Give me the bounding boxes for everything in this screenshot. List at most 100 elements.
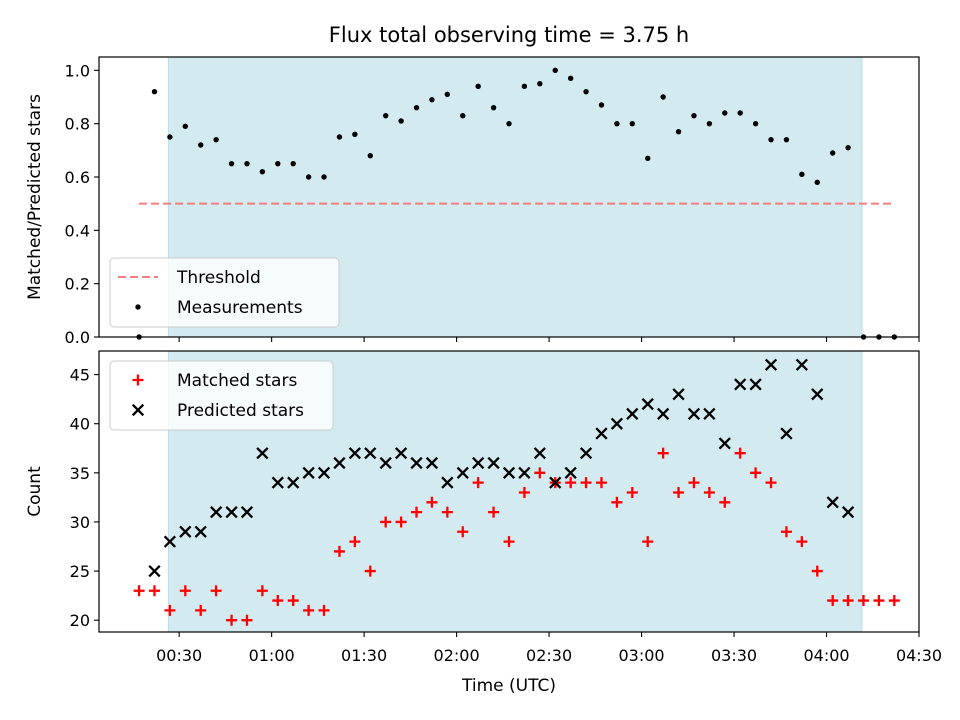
y-tick-label: 30 [70,513,90,532]
data-point [660,94,666,100]
data-point [272,595,284,607]
data-point [303,604,315,616]
data-point [379,456,392,470]
data-point [182,123,189,130]
data-point [317,466,331,479]
data-point [626,486,638,498]
data-point [426,496,438,508]
plot-frame [98,350,920,633]
data-point [703,407,716,420]
data-point [518,486,530,498]
legend-label: Threshold [176,268,261,288]
data-point [472,456,485,470]
data-point [457,526,469,538]
data-point [796,536,808,548]
data-point [210,585,222,597]
data-point [275,160,281,167]
y-tick-label: 0.2 [65,275,90,294]
plot-layer: 0.0 0.2 0.4 0.6 0.8 1.0 Matched/Predicted star… [25,56,942,665]
data-point [410,456,423,470]
data-point [240,506,254,519]
x-tick-label: 03:00 [619,646,665,665]
data-point [549,476,562,489]
y-tick-label: 25 [70,562,90,581]
data-point [521,83,528,90]
x-tick-label: 04:00 [803,646,849,665]
legend-box [109,257,340,328]
data-point [151,88,158,95]
y-axis-label: Count [25,466,45,517]
data-point [503,536,515,548]
data-point [672,388,685,401]
data-point [537,80,543,87]
data-point [163,535,177,548]
data-point [488,506,500,518]
data-point [783,136,790,143]
data-point [841,506,855,519]
data-point [441,506,453,518]
x-axis-label: Time (UTC) [461,676,556,696]
data-point [305,174,312,180]
data-point [348,447,361,460]
x-tick-label: 04:30 [896,646,942,665]
data-point [598,102,605,108]
panel-2: 20 25 30 35 40 45 Count 00:30 01:00 01:30 02:00 02:… [25,350,942,665]
data-point [487,456,500,470]
data-point [425,456,439,470]
data-point [691,112,697,119]
data-point [845,144,851,151]
data-point [752,120,759,127]
chart-title: Flux total observing time = 3.75 h [329,23,689,47]
series-measurements [136,67,898,340]
data-point [148,564,161,578]
data-point [873,595,885,607]
x-tick-label: 02:00 [434,646,480,665]
x-tick-label: 03:30 [711,646,757,665]
data-point [394,447,408,460]
data-point [811,388,824,401]
data-point [734,447,746,459]
legend-label: Matched stars [177,371,297,391]
data-point [629,120,636,127]
data-point [244,160,250,167]
data-point [595,427,608,440]
data-point [321,174,327,180]
data-point [827,595,839,607]
y-tick-label: 0.6 [65,168,90,187]
data-point [226,614,238,626]
data-point [718,437,731,450]
data-point [256,585,268,597]
data-point [626,407,639,420]
data-point [413,104,420,111]
x-tick-label: 01:00 [249,646,295,665]
data-point [611,496,623,508]
y-tick-label: 0.0 [65,328,90,347]
data-point [888,595,900,607]
legend-marker-swatch [132,374,144,386]
data-point [564,466,577,479]
data-point [595,477,607,489]
data-point [811,565,823,577]
data-point [750,467,762,479]
data-point [302,466,315,479]
data-point [225,506,238,519]
y-axis-label: Matched/Predicted stars [25,94,45,300]
data-point [642,536,654,548]
data-point [765,477,777,489]
data-point [829,150,836,156]
data-point [579,447,593,460]
data-point [795,358,808,371]
data-point [472,477,484,489]
data-point [645,155,651,162]
data-point [213,136,219,143]
data-point [333,545,345,557]
data-point [241,614,253,626]
data-point [858,595,870,607]
data-point [352,131,358,138]
data-point [565,477,577,489]
data-point [842,595,854,607]
data-point [814,179,820,186]
data-point [336,134,343,140]
data-point [364,447,377,460]
